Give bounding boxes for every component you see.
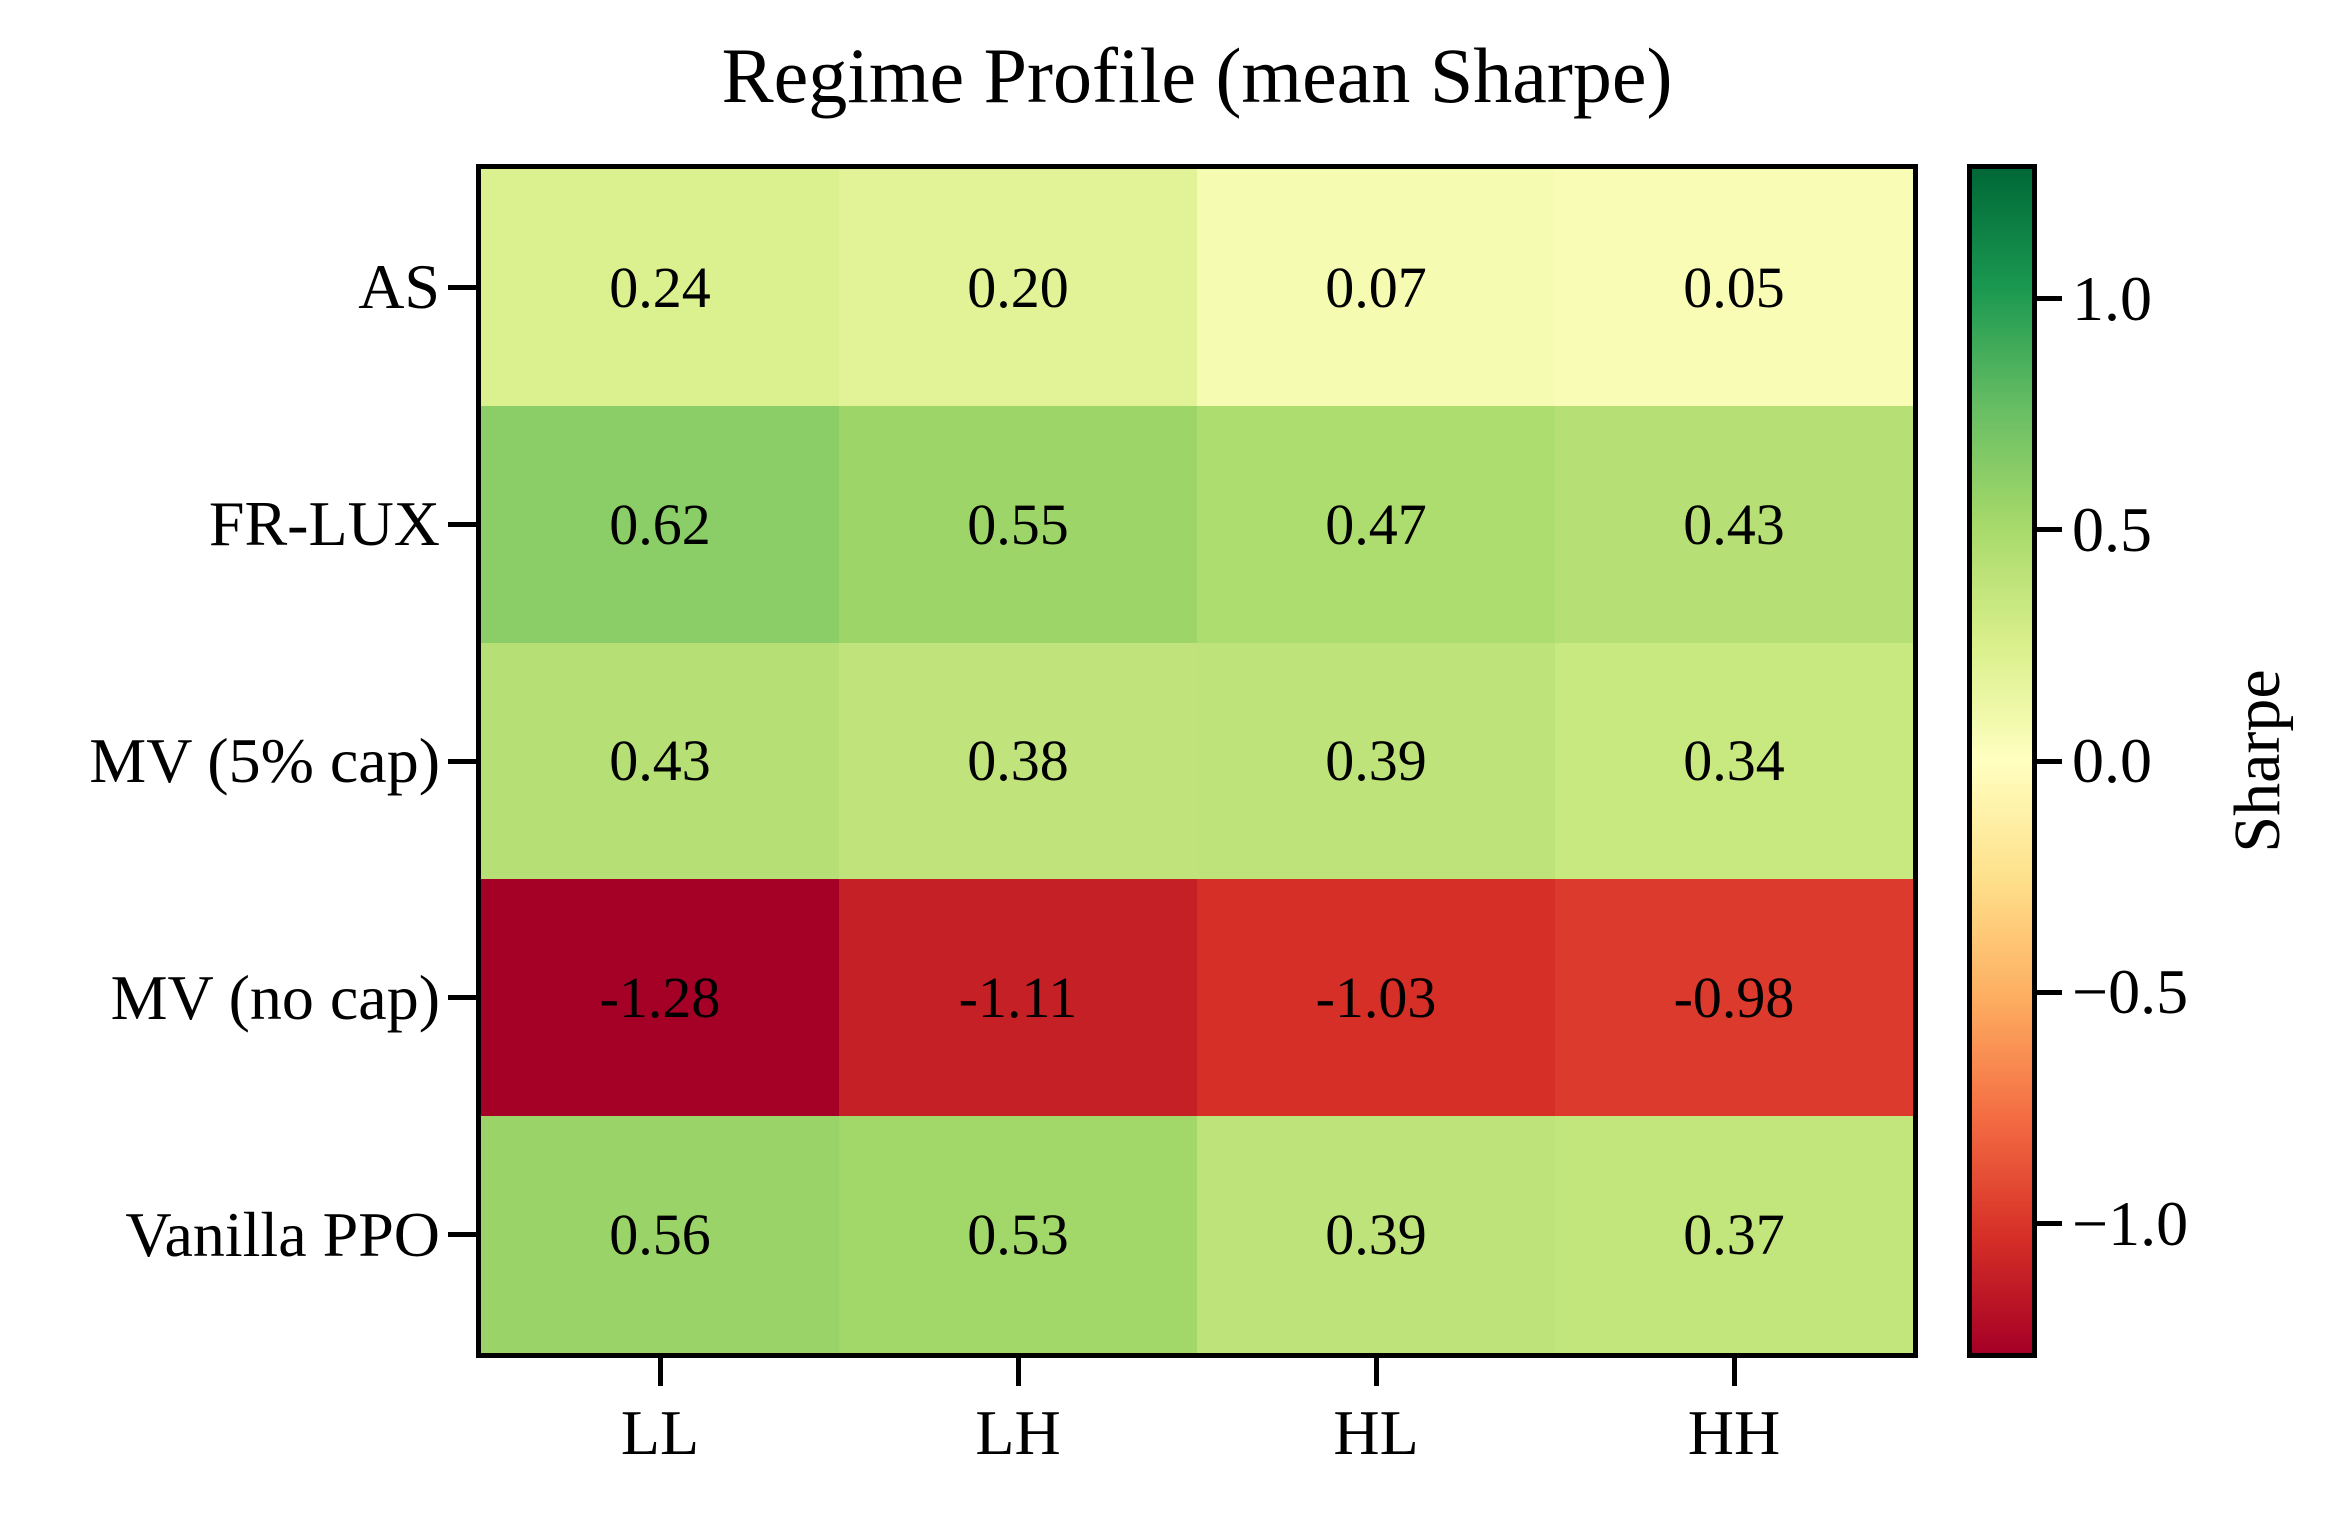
heatmap-cell: 0.05 [1555,169,1913,406]
heatmap-plot: 0.24 0.20 0.07 0.05 0.62 0.55 0.47 0.43 0.43 0.38… [476,164,1918,1358]
x-tick-label: HL [1333,1397,1419,1468]
colorbar-tick-label: 1.0 [2072,262,2152,334]
heatmap-cell: 0.39 [1197,1116,1555,1353]
tick-mark [657,1358,663,1386]
chart-title: Regime Profile (mean Sharpe) [721,32,1673,119]
tick-mark [1015,1358,1021,1386]
y-tick-label: AS [358,251,440,323]
heatmap-cell: 0.20 [839,169,1197,406]
tick-mark [448,995,476,1001]
cell-value: 0.37 [1683,1202,1785,1268]
cell-value: 0.20 [967,254,1069,320]
cell-value: -1.11 [958,965,1078,1031]
cell-value: 0.47 [1325,491,1427,557]
cell-value: 0.07 [1325,254,1427,320]
tick-mark [2037,758,2062,764]
heatmap-cell: 0.37 [1555,1116,1913,1353]
x-tick-label: LL [620,1397,700,1468]
heatmap-cell: 0.47 [1197,405,1555,643]
heatmap-cell: 0.53 [839,1116,1197,1353]
heatmap-cell: -1.11 [839,879,1197,1117]
tick-mark [2037,1221,2062,1226]
cell-value: 0.43 [609,728,711,794]
tick-mark [448,758,476,764]
heatmap-cell: 0.43 [481,642,839,880]
tick-mark [448,1232,476,1238]
cell-value: 0.39 [1325,1202,1427,1268]
tick-mark [2037,527,2062,533]
heatmap-cell: 0.24 [481,169,839,406]
colorbar-tick-label: −1.0 [2072,1187,2189,1259]
heatmap-cell: 0.39 [1197,642,1555,880]
heatmap-cell: 0.55 [839,405,1197,643]
y-tick-label: FR-LUX [208,488,440,560]
cell-value: 0.34 [1683,728,1785,794]
heatmap-cell: 0.62 [481,405,839,643]
cell-value: 0.62 [609,491,711,557]
colorbar [1967,164,2037,1358]
cell-value: 0.05 [1683,254,1785,320]
cell-value: -0.98 [1673,965,1795,1031]
colorbar-tick-label: 0.0 [2072,725,2152,796]
cell-value: 0.43 [1683,491,1785,557]
heatmap-cell: -1.28 [481,879,839,1117]
cell-value: 0.53 [967,1202,1069,1268]
y-tick-label: Vanilla PPO [125,1198,440,1270]
tick-mark [448,521,476,527]
cell-value: 0.56 [609,1202,711,1268]
tick-mark [1731,1358,1737,1386]
heatmap-cell: 0.34 [1555,642,1913,880]
heatmap-cell: 0.43 [1555,405,1913,643]
x-tick-label: LH [975,1397,1061,1468]
tick-mark [1373,1358,1379,1386]
cell-value: -1.03 [1315,965,1437,1031]
heatmap-cell: 0.07 [1197,169,1555,406]
cell-value: -1.28 [599,965,721,1031]
colorbar-tick-label: 0.5 [2072,493,2152,565]
tick-mark [448,284,476,290]
tick-mark [2037,989,2062,995]
heatmap-cell: -1.03 [1197,879,1555,1117]
heatmap-cell: 0.38 [839,642,1197,880]
y-tick-label: MV (no cap) [110,961,440,1033]
cell-value: 0.55 [967,491,1069,557]
colorbar-tick-label: −0.5 [2072,956,2189,1028]
heatmap-cell: -0.98 [1555,879,1913,1117]
cell-value: 0.24 [609,254,711,320]
y-tick-label: MV (5% cap) [89,725,440,796]
heatmap-cell: 0.56 [481,1116,839,1353]
cell-value: 0.38 [967,728,1069,794]
tick-mark [2037,296,2062,301]
x-tick-label: HH [1687,1397,1781,1468]
cell-value: 0.39 [1325,728,1427,794]
